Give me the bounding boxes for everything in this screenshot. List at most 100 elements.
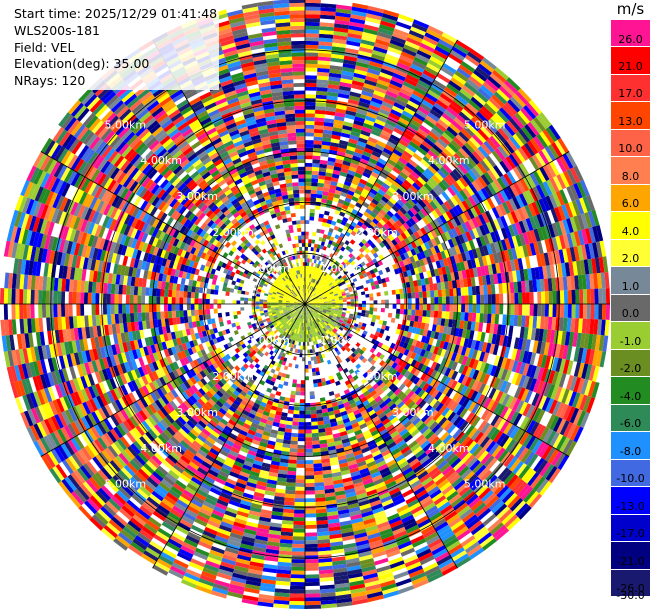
velocity-bin [503, 122, 516, 137]
velocity-bin [293, 406, 300, 411]
velocity-bin [598, 288, 603, 304]
velocity-bin [517, 258, 524, 270]
velocity-bin [354, 116, 366, 123]
velocity-bin [346, 36, 362, 43]
velocity-bin [326, 279, 331, 284]
velocity-bin [510, 259, 516, 272]
velocity-bin [511, 151, 523, 165]
velocity-bin [311, 291, 315, 296]
velocity-bin [410, 248, 417, 256]
velocity-bin [305, 182, 312, 186]
velocity-bin [305, 147, 314, 152]
velocity-bin [549, 264, 556, 279]
velocity-bin [408, 275, 414, 282]
velocity-bin [390, 317, 396, 323]
velocity-bin [309, 294, 312, 298]
velocity-bin [414, 179, 424, 189]
velocity-bin [336, 202, 344, 208]
velocity-bin [457, 91, 471, 103]
velocity-bin [361, 154, 371, 162]
velocity-bin [559, 276, 564, 291]
velocity-bin [561, 262, 567, 277]
velocity-bin [384, 290, 389, 296]
velocity-bin [418, 285, 423, 292]
velocity-bin [327, 195, 334, 201]
velocity-bin [400, 304, 405, 310]
velocity-bin [334, 271, 339, 276]
velocity-bin [543, 316, 549, 330]
velocity-bin [343, 258, 349, 264]
velocity-bin [482, 57, 497, 70]
velocity-bin [486, 233, 494, 244]
velocity-bin [313, 144, 322, 149]
velocity-bin [404, 264, 411, 271]
velocity-bin [448, 280, 453, 289]
velocity-bin [315, 290, 320, 294]
velocity-bin [562, 219, 571, 234]
velocity-bin [312, 292, 316, 296]
velocity-bin [286, 417, 293, 422]
velocity-bin [307, 298, 311, 302]
velocity-bin [450, 139, 462, 151]
velocity-bin [293, 410, 300, 415]
velocity-bin [360, 261, 366, 267]
velocity-bin [320, 304, 324, 306]
velocity-bin [517, 315, 522, 327]
velocity-bin [468, 196, 477, 207]
velocity-bin [381, 206, 390, 214]
velocity-bin [363, 24, 379, 32]
velocity-bin [330, 180, 338, 187]
velocity-bin [313, 147, 322, 153]
velocity-bin [349, 91, 362, 98]
velocity-bin [347, 98, 360, 106]
velocity-bin [431, 105, 444, 116]
velocity-bin [294, 364, 299, 369]
velocity-bin [428, 86, 442, 97]
velocity-bin [332, 169, 341, 176]
velocity-bin [446, 173, 457, 184]
velocity-bin [426, 62, 441, 73]
velocity-bin [332, 288, 337, 292]
velocity-bin [318, 264, 323, 270]
velocity-bin [497, 128, 510, 141]
velocity-bin [354, 298, 359, 302]
velocity-bin [378, 108, 391, 116]
velocity-bin [425, 115, 438, 126]
velocity-bin [554, 207, 563, 222]
velocity-bin [306, 296, 308, 301]
velocity-bin [307, 298, 311, 302]
velocity-bin [411, 309, 416, 316]
velocity-bin [325, 106, 336, 112]
velocity-bin [578, 274, 583, 290]
velocity-bin [518, 292, 523, 304]
velocity-bin [288, 362, 293, 368]
velocity-bin [526, 102, 540, 117]
velocity-bin [388, 234, 395, 242]
velocity-bin [404, 190, 413, 199]
velocity-bin [436, 282, 442, 291]
velocity-bin [307, 258, 310, 263]
velocity-bin [322, 293, 326, 297]
velocity-bin [335, 8, 352, 15]
velocity-bin [579, 197, 588, 214]
velocity-bin [527, 268, 533, 281]
velocity-bin [490, 167, 500, 180]
velocity-bin [369, 310, 374, 315]
velocity-bin [586, 304, 591, 319]
velocity-bin [581, 229, 589, 245]
velocity-bin [532, 170, 543, 185]
velocity-bin [289, 398, 295, 403]
velocity-bin [352, 76, 366, 83]
velocity-bin [335, 380, 341, 386]
velocity-bin [468, 229, 476, 240]
velocity-bin [338, 296, 343, 299]
velocity-bin [328, 239, 333, 245]
velocity-bin [305, 56, 318, 61]
velocity-bin [325, 223, 331, 228]
velocity-bin [310, 295, 314, 299]
velocity-bin [312, 301, 317, 303]
velocity-bin [372, 218, 379, 225]
velocity-bin [365, 115, 376, 123]
velocity-bin [532, 215, 541, 229]
velocity-bin [446, 83, 460, 95]
